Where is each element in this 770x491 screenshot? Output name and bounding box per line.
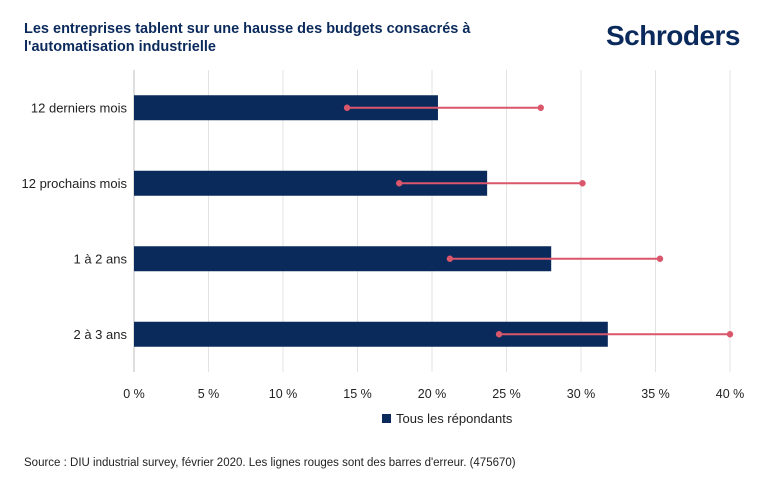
schroders-logo: Schroders <box>606 20 741 51</box>
error-bar-low-point <box>495 331 503 338</box>
legend-label: Tous les répondants <box>396 411 513 426</box>
x-tick-label: 40 % <box>716 387 745 401</box>
error-bar-high-point <box>579 180 586 187</box>
x-tick-label: 15 % <box>343 387 372 401</box>
error-bar-high-point <box>537 104 544 111</box>
error-bar-low-point <box>343 104 351 111</box>
x-tick-label: 30 % <box>567 387 596 401</box>
chart-title: Les entreprises tablent sur une hausse d… <box>24 21 471 55</box>
x-tick-label: 35 % <box>641 387 670 401</box>
legend-swatch <box>382 414 391 423</box>
error-bar-high-point <box>726 331 734 338</box>
error-bar-high-point <box>656 255 664 262</box>
source-note: Source : DIU industrial survey, février … <box>24 457 516 469</box>
x-tick-label: 10 % <box>269 387 298 401</box>
x-tick-label: 0 % <box>123 387 145 401</box>
error-bar-low-point <box>396 180 403 187</box>
x-tick-label: 25 % <box>492 387 521 401</box>
x-tick-label: 5 % <box>198 387 220 401</box>
error-bar-low-point <box>446 255 454 262</box>
y-category-label: 1 à 2 ans <box>74 251 128 266</box>
x-tick-label: 20 % <box>418 387 447 401</box>
y-category-label: 12 derniers mois <box>31 100 128 115</box>
y-category-label: 2 à 3 ans <box>74 327 128 342</box>
legend: Tous les répondants <box>382 411 512 426</box>
y-category-label: 12 prochains mois <box>22 176 128 191</box>
